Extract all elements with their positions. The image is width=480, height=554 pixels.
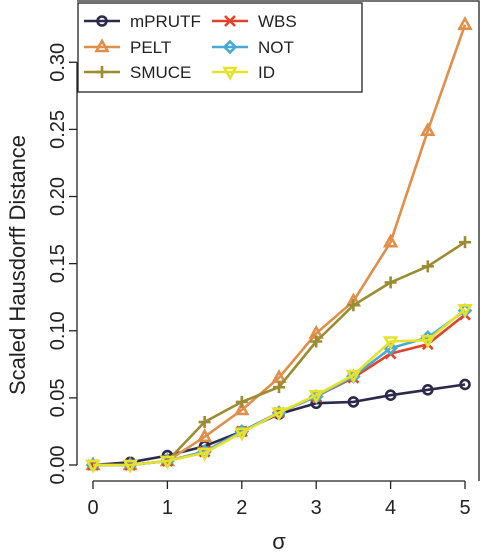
legend-label-not: NOT [258, 38, 294, 57]
data-point-id [196, 447, 213, 462]
data-point-id [382, 336, 399, 351]
y-tick-label: 0.20 [47, 177, 69, 216]
series-line-id [93, 308, 466, 467]
legend-marker-not [222, 39, 238, 55]
data-point-id [345, 369, 362, 384]
legend-label-id: ID [258, 63, 275, 82]
plot-area [85, 15, 473, 474]
data-point-mprutf [421, 384, 434, 396]
data-point-smuce [347, 299, 360, 312]
data-point-smuce [273, 381, 285, 394]
x-tick-label: 4 [385, 497, 396, 519]
data-point-smuce [384, 276, 397, 289]
y-tick-label: 0.25 [47, 110, 69, 149]
data-point-smuce [421, 260, 434, 273]
legend-label-smuce: SMUCE [130, 63, 191, 82]
data-point-pelt [196, 428, 213, 443]
legend-item-pelt: PELT [84, 38, 171, 57]
y-tick-label: 0.00 [47, 446, 69, 485]
legend-item-smuce: SMUCE [84, 63, 191, 82]
legend-marker-id [222, 66, 238, 81]
data-point-id [122, 459, 138, 474]
data-point-pelt [234, 401, 250, 416]
plot-frame [77, 0, 480, 481]
x-tick-label: 2 [236, 497, 247, 519]
data-point-id [420, 334, 436, 349]
x-tick-label: 3 [311, 497, 322, 519]
legend-marker-pelt [94, 38, 110, 53]
x-axis-title: σ [272, 529, 286, 554]
legend-item-id: ID [212, 63, 275, 82]
data-point-id [457, 303, 473, 318]
data-point-id [234, 427, 250, 442]
legend-label-pelt: PELT [130, 38, 171, 57]
legend: mPRUTF PELT SMUCE WBS NOT ID [77, 2, 363, 93]
data-point-pelt [382, 233, 399, 248]
legend-marker-smuce [96, 66, 108, 78]
legend-item-not: NOT [212, 38, 294, 57]
data-point-smuce [235, 395, 248, 408]
y-tick-label: 0.15 [47, 244, 69, 283]
data-point-id [159, 455, 176, 470]
axes: 0 1 2 3 4 5 0.00 0.05 0.10 0.15 0.20 0.25 0.30 [47, 0, 480, 519]
data-point-mprutf [384, 389, 397, 401]
x-tick-label: 0 [87, 497, 98, 519]
data-point-pelt [457, 15, 473, 30]
data-point-smuce [310, 335, 323, 348]
x-tick-label: 1 [162, 497, 173, 519]
series-id [85, 303, 473, 474]
legend-marker-mprutf [96, 15, 108, 27]
y-tick-label: 0.30 [47, 43, 69, 82]
y-tick-label: 0.10 [47, 311, 69, 350]
y-tick-label: 0.05 [47, 378, 69, 417]
data-point-id [85, 459, 101, 474]
data-point-smuce [198, 416, 211, 429]
legend-label-mprutf: mPRUTF [130, 12, 201, 31]
data-point-pelt [420, 122, 436, 137]
y-axis-title: Scaled Hausdorff Distance [5, 135, 30, 395]
legend-label-wbs: WBS [258, 12, 297, 31]
data-point-mprutf [459, 378, 471, 391]
data-point-id [271, 407, 287, 422]
legend-marker-wbs [224, 15, 236, 27]
data-point-mprutf [347, 396, 360, 408]
legend-item-mprutf: mPRUTF [84, 12, 201, 31]
x-tick-label: 5 [459, 497, 470, 519]
data-point-id [308, 389, 324, 404]
legend-item-wbs: WBS [212, 12, 297, 31]
data-point-smuce [459, 236, 471, 249]
